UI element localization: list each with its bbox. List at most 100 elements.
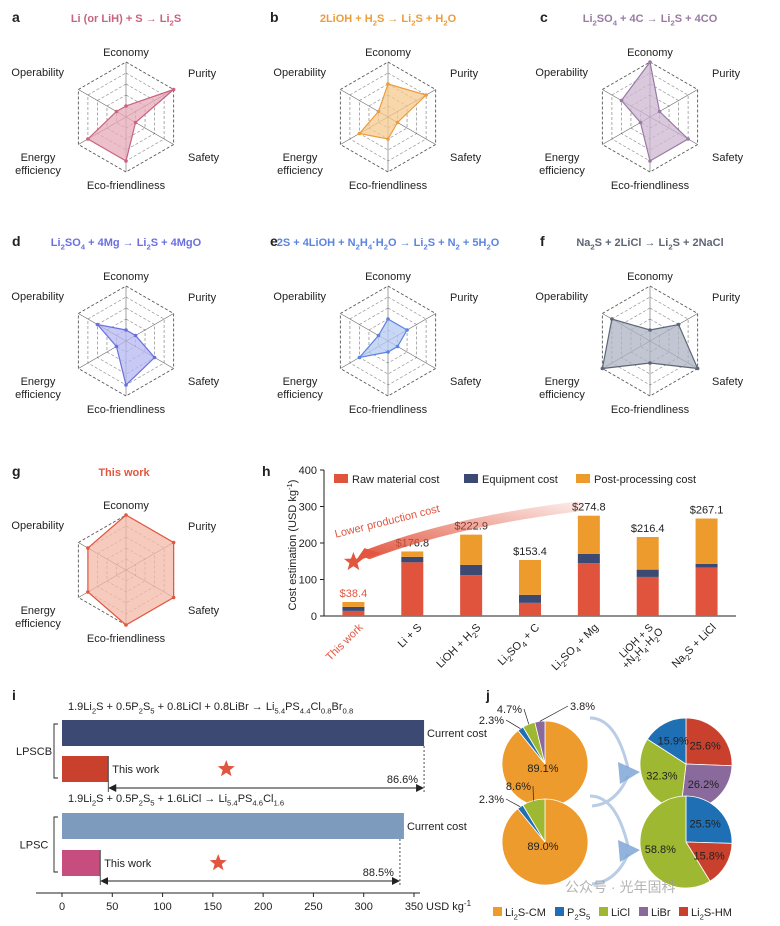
bar-segment-post-processing-cost xyxy=(577,515,600,554)
pie-slice-label: 15.8% xyxy=(693,850,724,862)
lower-cost-arrowhead xyxy=(355,548,381,562)
watermark: 公众号 · 光年固科 xyxy=(565,879,675,895)
radar-panel-e: e2S + 4LiOH + N2H4·H2O → Li2S + N2 + 5H2… xyxy=(270,233,500,416)
text-part: H xyxy=(360,237,368,249)
text-part: 2 xyxy=(668,242,672,251)
axis-label-economy: Economy xyxy=(103,500,149,512)
axis-label-eco-friendliness: Eco-friendliness xyxy=(87,404,166,416)
text-part: LiBr xyxy=(651,907,671,919)
radar-area xyxy=(86,88,175,162)
text-part: This work xyxy=(324,621,366,663)
pie-slice-label: 25.6% xyxy=(690,740,721,752)
text-part: 2 xyxy=(700,912,704,921)
reduction-percent: 88.5% xyxy=(363,867,394,879)
text-part: ) xyxy=(287,480,299,484)
pie-slice-label: 25.5% xyxy=(690,818,721,830)
text-part: O xyxy=(448,13,457,25)
radar-point xyxy=(86,546,90,550)
legend-label: Li2S-HM xyxy=(691,907,732,921)
connector-arrow xyxy=(589,794,630,847)
radar-point xyxy=(124,159,128,163)
x-tick-label: Na2S + LiCl xyxy=(670,622,721,673)
axis-label-purity: Purity xyxy=(188,68,217,80)
axis-label-energy-efficiency: Energy efficiency xyxy=(539,376,585,401)
text-part: 2 xyxy=(456,242,460,251)
text-part: 4 xyxy=(520,639,530,649)
text-part: 4 xyxy=(81,242,86,251)
bar-total-label: $38.4 xyxy=(340,588,368,600)
text-part: Li xyxy=(505,907,514,919)
radar-panels: a Li (or LiH) + S → Li2SEconomyPuritySafe… xyxy=(11,9,743,645)
current-cost-bar xyxy=(62,813,404,839)
radar-point xyxy=(386,317,390,321)
reduction-percent: 86.6% xyxy=(387,774,418,786)
text-part: 2 xyxy=(411,18,415,27)
pie-slice-p2s5 xyxy=(685,795,733,844)
axis-label-energy-efficiency: Energy efficiency xyxy=(15,376,61,401)
pie-leader-line xyxy=(523,708,530,725)
pie-slice-label: 2.3% xyxy=(479,715,504,727)
text-part: Li xyxy=(51,237,61,249)
panel-letter: i xyxy=(12,687,16,703)
text-part: + 1.6LiCl → Li xyxy=(155,793,227,805)
radar-point xyxy=(124,383,128,387)
pie-slice-label: 58.8% xyxy=(645,844,676,856)
radar-point xyxy=(171,540,176,545)
x-tick-label: LiOH + H2S xyxy=(434,622,485,673)
group-lpsc: 1.9Li2S + 0.5P2S5 + 1.6LiCl → Li5.4PS4.6… xyxy=(20,793,467,885)
text-part: 2 xyxy=(423,242,427,251)
this-work-label: This work xyxy=(104,858,152,870)
equation: 1.9Li2S + 0.5P2S5 + 0.8LiCl + 0.8LiBr → … xyxy=(68,701,353,715)
bar-segment-raw-material-cost xyxy=(636,576,659,616)
text-part: 2 xyxy=(670,18,674,27)
bar-segment-equipment-cost xyxy=(342,606,365,611)
connector-arrow xyxy=(589,716,630,769)
panel-letter: b xyxy=(270,9,279,25)
radar-point xyxy=(686,137,690,141)
x-axis-label-sup: -1 xyxy=(464,899,472,908)
text-part: 4 xyxy=(613,18,618,27)
bar-segment-post-processing-cost xyxy=(460,534,483,565)
this-work-label: This work xyxy=(112,764,160,776)
x-tick-label: 350 xyxy=(405,901,423,913)
text-part: 2 xyxy=(356,242,360,251)
radar-point xyxy=(695,366,700,371)
text-part: 2 xyxy=(384,242,388,251)
bar-segment-equipment-cost xyxy=(695,563,718,568)
bar-segment-raw-material-cost xyxy=(401,562,424,616)
pie-slice-li2s-hm xyxy=(685,717,733,767)
text-part: Li + S xyxy=(396,622,425,651)
bar-segment-post-processing-cost xyxy=(342,601,365,607)
text-part: 2 xyxy=(61,242,65,251)
bar-segment-equipment-cost xyxy=(401,556,424,563)
x-tick-label: +N2H4·H2O xyxy=(620,626,667,673)
x-tick-label: Li + S xyxy=(396,622,425,651)
panel-letter: h xyxy=(262,463,271,479)
axis-label-economy: Economy xyxy=(365,271,411,283)
panel-letter: f xyxy=(540,233,545,249)
this-work-star-icon xyxy=(343,551,363,571)
radar-point xyxy=(114,109,119,114)
equation: 1.9Li2S + 0.5P2S5 + 1.6LiCl → Li5.4PS4.6… xyxy=(68,793,284,807)
radar-panel-d: d Li2SO4 + 4Mg → Li2S + 4MgOEconomyPurity… xyxy=(11,233,219,416)
pie-slice-label: 8.6% xyxy=(506,781,531,793)
text-part: 2 xyxy=(486,242,490,251)
text-part: 2 xyxy=(559,659,568,668)
x-tick-label: Li2SO4 + C xyxy=(496,622,544,670)
bar-segment-post-processing-cost xyxy=(401,551,424,557)
panel-letter: c xyxy=(540,9,548,25)
radar-point xyxy=(124,513,128,517)
axis-label-safety: Safety xyxy=(712,376,744,388)
radar-point xyxy=(648,159,652,163)
pie-lpscb-this-work: 25.6% 26.2% 32.3% 15.9% xyxy=(639,717,733,811)
axis-label-purity: Purity xyxy=(712,292,741,304)
text-part: + Mg xyxy=(573,622,601,650)
legend-label: Raw material cost xyxy=(352,474,439,486)
pie-leader-line xyxy=(539,705,569,722)
text-part: 2 xyxy=(139,798,143,807)
text-part: 2 xyxy=(170,18,174,27)
text-part: S → Li xyxy=(377,13,411,25)
x-tick-label: Li2SO4 + Mg xyxy=(549,622,602,675)
radar-point xyxy=(124,623,128,627)
pie-slice-label: 2.3% xyxy=(479,794,504,806)
